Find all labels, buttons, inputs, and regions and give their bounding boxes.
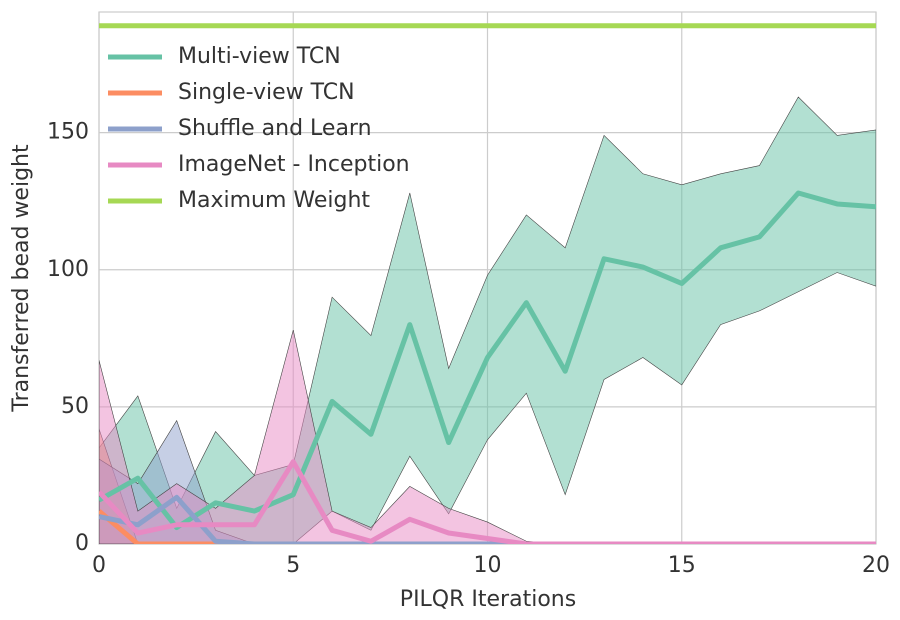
- line: [99, 459, 876, 544]
- y-axis-title: Transferred bead weight: [9, 144, 34, 413]
- legend: Multi-view TCN Single-view TCN Shuffle and…: [108, 44, 410, 213]
- legend-label: Multi-view TCN: [178, 44, 341, 69]
- legend-label: Shuffle and Learn: [178, 116, 372, 141]
- x-tick-label: 20: [862, 553, 890, 578]
- y-tick-label: 0: [75, 531, 89, 556]
- legend-label: ImageNet - Inception: [178, 152, 410, 177]
- x-tick-label: 10: [474, 553, 502, 578]
- x-axis-title: PILQR Iterations: [400, 587, 576, 612]
- legend-label: Maximum Weight: [178, 188, 370, 213]
- plot-area: [99, 23, 876, 544]
- x-tick-label: 0: [92, 553, 106, 578]
- line: [99, 190, 876, 531]
- x-tick-label: 5: [286, 553, 300, 578]
- y-tick-label: 150: [47, 120, 89, 145]
- line: [99, 494, 876, 544]
- x-tick-label: 15: [668, 553, 696, 578]
- y-tick-label: 50: [61, 394, 89, 419]
- legend-label: Single-view TCN: [178, 80, 355, 105]
- y-tick-label: 100: [47, 257, 89, 282]
